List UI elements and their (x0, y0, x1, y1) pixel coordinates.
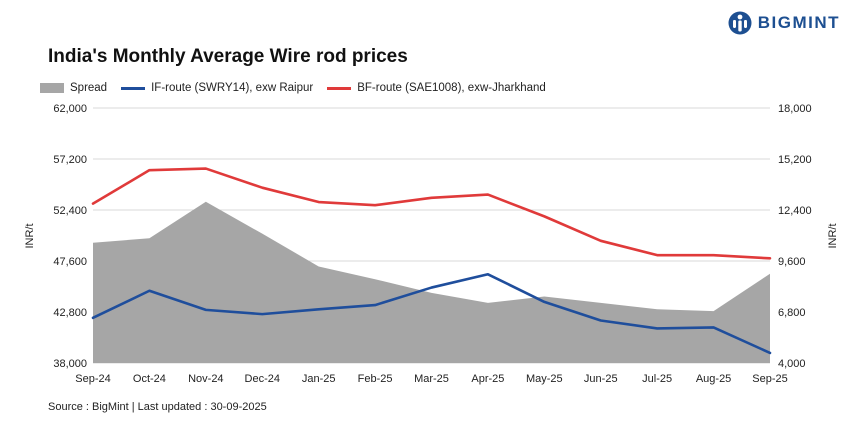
chart-legend: Spread IF-route (SWRY14), exw Raipur BF-… (40, 82, 560, 94)
legend-swatch-bf-route (327, 86, 352, 90)
legend-item-spread: Spread (40, 82, 107, 94)
price-lines-layer (91, 167, 772, 355)
x-tick-label: Oct-24 (133, 373, 166, 385)
spread-area-layer (92, 201, 771, 363)
y-left-tick-label: 47,600 (53, 256, 87, 268)
chart-title: India's Monthly Average Wire rod prices (48, 46, 408, 67)
x-tick-label: Sep-24 (75, 373, 110, 385)
legend-label-bf-route: BF-route (SAE1008), exw-Jharkhand (357, 82, 546, 94)
y-right-tick-label: 6,800 (778, 307, 806, 319)
x-tick-label: Sep-25 (752, 373, 787, 385)
series-area-spread (93, 201, 770, 363)
brand-name: BIGMINT (757, 13, 840, 32)
y-left-tick-label: 62,000 (53, 103, 87, 115)
legend-swatch-spread (40, 83, 64, 93)
legend-label-spread: Spread (70, 82, 108, 94)
y-left-tick-label: 38,000 (53, 358, 87, 370)
legend-item-bf-route: BF-route (SAE1008), exw-Jharkhand (327, 82, 546, 94)
x-tick-label: Jun-25 (584, 373, 618, 385)
y-left-tick-label: 52,400 (53, 205, 87, 217)
x-tick-label: Aug-25 (696, 373, 731, 385)
y-axis-left-title: INR/t (24, 223, 36, 248)
x-tick-label: Jul-25 (642, 373, 672, 385)
source-note: Source : BigMint | Last updated : 30-09-… (48, 401, 267, 413)
legend-label-if-route: IF-route (SWRY14), exw Raipur (151, 82, 314, 94)
y-right-tick-label: 12,400 (778, 205, 812, 217)
legend-item-if-route: IF-route (SWRY14), exw Raipur (121, 82, 313, 94)
x-tick-label: Mar-25 (414, 373, 449, 385)
x-tick-label: Nov-24 (188, 373, 223, 385)
x-tick-label: Feb-25 (358, 373, 393, 385)
x-tick-label: May-25 (526, 373, 563, 385)
x-tick-label: Jan-25 (302, 373, 336, 385)
x-tick-label: Apr-25 (471, 373, 504, 385)
y-left-tick-label: 57,200 (53, 154, 87, 166)
y-right-tick-label: 15,200 (778, 154, 812, 166)
x-tick-label: Dec-24 (245, 373, 280, 385)
y-axis-right-title: INR/t (827, 223, 839, 248)
axis-ticks-layer: 38,000 42,800 47,600 52,400 57,200 62,000 4,00… (53, 103, 811, 385)
legend-swatch-if-route (121, 86, 146, 90)
y-left-tick-label: 42,800 (53, 307, 87, 319)
y-right-tick-label: 18,000 (778, 103, 812, 115)
brand: BIGMINT (728, 10, 840, 36)
y-right-tick-label: 4,000 (778, 358, 806, 370)
bigmint-logo-icon (728, 11, 752, 35)
y-right-tick-label: 9,600 (778, 256, 806, 268)
